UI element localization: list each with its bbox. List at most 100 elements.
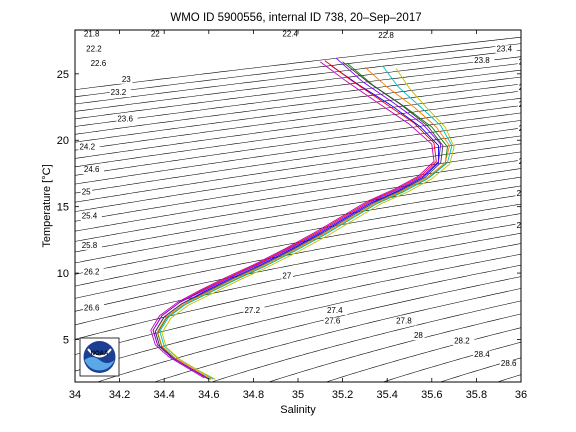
x-tick-label: 35.4 bbox=[376, 389, 397, 401]
isopycnal-label: 27 bbox=[282, 271, 291, 280]
isopycnal-label-bg bbox=[120, 75, 133, 84]
y-tick-label: 5 bbox=[63, 334, 69, 346]
isopycnal-label: 24.4 bbox=[519, 83, 535, 92]
isopycnal-label-bg bbox=[515, 190, 521, 199]
isopycnal-line bbox=[75, 97, 521, 159]
noaa-logo: NOAA bbox=[79, 337, 120, 377]
isopycnal-line bbox=[75, 56, 521, 112]
isopycnal-label: 23.4 bbox=[496, 44, 512, 53]
isopycnal-label: 24.2 bbox=[79, 143, 95, 152]
isopycnal-line bbox=[153, 288, 521, 382]
x-tick-label: 34.6 bbox=[198, 389, 219, 401]
isopycnal-label: 22.6 bbox=[91, 59, 107, 68]
isopycnal-line bbox=[75, 120, 521, 185]
isopycnal-label: 26.2 bbox=[84, 267, 100, 276]
isopycnal-label: 27.6 bbox=[325, 317, 341, 326]
isopycnal-label-bg bbox=[116, 115, 138, 124]
isopycnal-line bbox=[75, 143, 521, 212]
x-tick-label: 36 bbox=[515, 389, 527, 401]
isopycnal-label-bg bbox=[109, 89, 131, 98]
isopycnal-label-bg bbox=[243, 306, 265, 315]
isopycnal-line bbox=[267, 313, 521, 382]
isopycnal-label-bg bbox=[517, 158, 521, 167]
isopycnal-line bbox=[75, 213, 521, 299]
x-tick-label: 35.6 bbox=[421, 389, 442, 401]
isopycnal-label-bg bbox=[517, 101, 521, 110]
isopycnal-label: 23.6 bbox=[117, 115, 133, 124]
isopycnal-line bbox=[75, 127, 521, 194]
isopycnal-label-bg bbox=[473, 350, 495, 359]
isopycnal-label: 28 bbox=[414, 331, 423, 340]
isopycnal-line bbox=[496, 374, 521, 382]
isopycnal-line bbox=[75, 105, 521, 168]
isopycnal-label-bg bbox=[80, 212, 102, 221]
isopycnal-label-bg bbox=[82, 304, 105, 313]
isopycnal-line bbox=[210, 300, 521, 382]
isopycnal-label: 24.6 bbox=[84, 165, 100, 174]
isopycnal-label-bg bbox=[325, 306, 348, 315]
isopycnal-label: 24.8 bbox=[519, 100, 535, 109]
isopycnal-label: 26.6 bbox=[84, 303, 100, 312]
isopycnal-label-bg bbox=[323, 317, 345, 326]
y-axis-ticks: 5 10 15 20 25 bbox=[57, 69, 521, 346]
plot-frame bbox=[74, 29, 522, 383]
y-tick-label: 25 bbox=[57, 69, 69, 81]
isopycnal-label: 25.2 bbox=[519, 124, 535, 133]
isopycnal-label: 22.2 bbox=[86, 44, 102, 53]
isopycnal-label: 23.8 bbox=[474, 56, 490, 65]
isopycnal-line bbox=[75, 49, 521, 105]
profile-line bbox=[152, 60, 437, 379]
logo-text: NOAA bbox=[91, 351, 109, 357]
isopycnal-line bbox=[75, 69, 521, 127]
isopycnal-line bbox=[75, 63, 521, 120]
isopycnal-label: 27.2 bbox=[244, 306, 260, 315]
x-axis-label: Salinity bbox=[280, 404, 316, 416]
isopycnal-label-bg bbox=[281, 30, 303, 39]
isopycnal-label-bg bbox=[85, 45, 107, 54]
isopycnal-line bbox=[75, 168, 521, 242]
isopycnal-label-bg bbox=[80, 241, 102, 250]
isopycnal-label-bg bbox=[149, 30, 162, 39]
isopycnal-line bbox=[96, 276, 521, 382]
isopycnal-line bbox=[75, 159, 521, 232]
isopycnal-label: 22.4 bbox=[282, 30, 298, 39]
isopycnal-line bbox=[439, 357, 521, 382]
x-tick-label: 34 bbox=[69, 389, 81, 401]
isopycnal-label-bg bbox=[281, 272, 293, 281]
isopycnal-label: 22.8 bbox=[378, 31, 394, 40]
isopycnal-line bbox=[476, 414, 521, 432]
isopycnal-label-bg bbox=[82, 268, 105, 277]
isopycnal-label: 25.9 bbox=[517, 189, 533, 198]
isopycnal-label: 22 bbox=[151, 30, 160, 39]
isopycnal-label-bg bbox=[377, 31, 399, 40]
profile-line bbox=[150, 61, 435, 379]
isopycnal-label-bg bbox=[412, 332, 425, 341]
isopycnal-line bbox=[75, 253, 521, 355]
x-tick-label: 34.8 bbox=[243, 389, 264, 401]
y-axis-label: Temperature [°C] bbox=[41, 164, 53, 247]
isopycnal-line bbox=[75, 43, 521, 98]
profile-series bbox=[150, 57, 455, 380]
isopycnal-label-bg bbox=[78, 143, 100, 152]
profile-line bbox=[157, 66, 451, 380]
isopycnal-label-bg bbox=[80, 188, 93, 197]
isopycnal-line bbox=[75, 151, 521, 222]
isopycnal-line bbox=[75, 176, 521, 253]
isopycnal-line bbox=[75, 264, 521, 372]
x-tick-label: 35.8 bbox=[466, 389, 487, 401]
isopycnal-line bbox=[75, 112, 521, 176]
x-tick-label: 35 bbox=[292, 389, 304, 401]
isopycnal-line bbox=[75, 222, 521, 312]
profile-line bbox=[159, 65, 453, 380]
y-tick-label: 10 bbox=[57, 268, 69, 280]
isopycnal-line bbox=[75, 243, 521, 340]
profile-line bbox=[154, 61, 444, 380]
isopycnal-label: 23.2 bbox=[111, 88, 127, 97]
x-tick-label: 34.4 bbox=[153, 389, 174, 401]
isopycnal-line bbox=[75, 185, 521, 264]
isopycnal-label: 26 bbox=[517, 221, 526, 230]
isopycnal-label: 28.2 bbox=[454, 336, 470, 345]
isopycnal-label: 27.4 bbox=[327, 306, 343, 315]
isopycnal-label: 24 bbox=[519, 58, 528, 67]
